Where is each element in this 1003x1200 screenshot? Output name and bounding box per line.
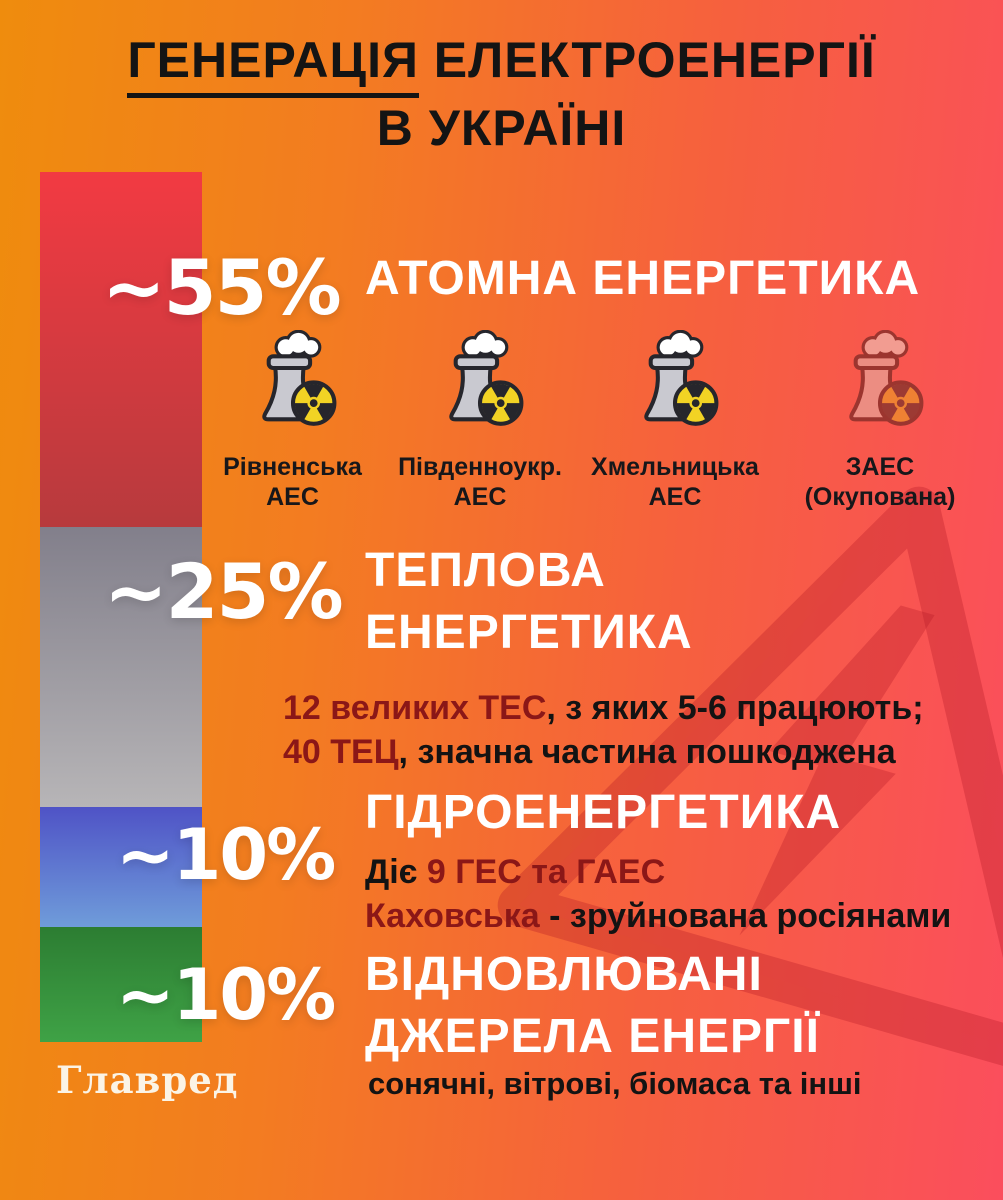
nuclear-plant-icon [261, 330, 336, 426]
smoke-cloud [461, 330, 509, 359]
plant-label: Хмельницька АЕС [591, 453, 759, 511]
plant-label: ЗАЕС (Окупована) [804, 453, 956, 511]
section-title-thermal: ТЕПЛОВА ЕНЕРГЕТИКА [365, 544, 693, 659]
radiation-icon [672, 380, 719, 426]
plant-zaes-occupied: ЗАЕС (Окупована) [775, 330, 985, 512]
hydro-detail-text: Діє 9 ГЕС та ГАЕС Каховська - зруйнована… [365, 850, 951, 938]
smoke-cloud [656, 330, 704, 359]
nuclear-plants-row: Рівненська АЕС [200, 330, 985, 512]
hydro-detail-line-2: Каховська - зруйнована росіянами [365, 897, 952, 935]
stacked-bar [40, 172, 202, 1042]
percent-label-hydro: ~10% [116, 814, 336, 896]
thermal-detail-line-1: 12 великих ТЕС, з яких 5-6 працюють; [283, 689, 924, 727]
percent-label-atomic: ~55% [102, 243, 342, 332]
title-line-1: ГЕНЕРАЦІЯ ЕЛЕКТРОЕНЕРГІЇ [0, 26, 1003, 98]
title-word-underlined: ГЕНЕРАЦІЯ [127, 32, 419, 98]
thermal-detail-line-2: 40 ТЕЦ, значна частина пошкоджена [283, 733, 896, 771]
percent-label-renewable: ~10% [116, 954, 336, 1036]
nuclear-plant-icon-occupied [849, 330, 924, 426]
hydro-detail-line-1: Діє 9 ГЕС та ГАЕС [365, 853, 666, 891]
bar-segment-thermal [40, 527, 202, 807]
plant-label: Південноукр. АЕС [398, 453, 562, 511]
radiation-icon [290, 380, 336, 426]
plant-label: Рівненська АЕС [223, 453, 362, 511]
plant-khmelnytskyi: Хмельницька АЕС [575, 330, 775, 512]
bar-segment-atomic [40, 172, 202, 527]
plant-pivdennoukrainsk: Південноукр. АЕС [385, 330, 575, 512]
section-title-hydro: ГІДРОЕНЕРГЕТИКА [365, 786, 842, 839]
nuclear-plant-icon [449, 330, 524, 426]
percent-label-thermal: ~25% [104, 547, 344, 636]
smoke-cloud [274, 330, 321, 359]
plant-rivne: Рівненська АЕС [200, 330, 385, 512]
renewable-detail-text: сонячні, вітрові, біомаса та інші [368, 1066, 862, 1101]
page-title: ГЕНЕРАЦІЯ ЕЛЕКТРОЕНЕРГІЇ В УКРАЇНІ [0, 26, 1003, 162]
smoke-cloud [861, 330, 909, 359]
section-title-renewable: ВІДНОВЛЮВАНІ ДЖЕРЕЛА ЕНЕРГІЇ [365, 948, 820, 1063]
brand-logo-glavred: Главред [56, 1058, 239, 1102]
title-line-1-rest: ЕЛЕКТРОЕНЕРГІЇ [418, 32, 876, 88]
radiation-icon [877, 380, 924, 426]
radiation-icon [477, 380, 524, 426]
nuclear-plant-icon [644, 330, 719, 426]
bar-segment-hydro [40, 807, 202, 927]
title-line-2: В УКРАЇНІ [376, 100, 627, 156]
section-title-atomic: АТОМНА ЕНЕРГЕТИКА [365, 252, 921, 305]
bar-segment-renewable [40, 927, 202, 1042]
thermal-detail-text: 12 великих ТЕС, з яких 5-6 працюють; 40 … [283, 686, 924, 774]
